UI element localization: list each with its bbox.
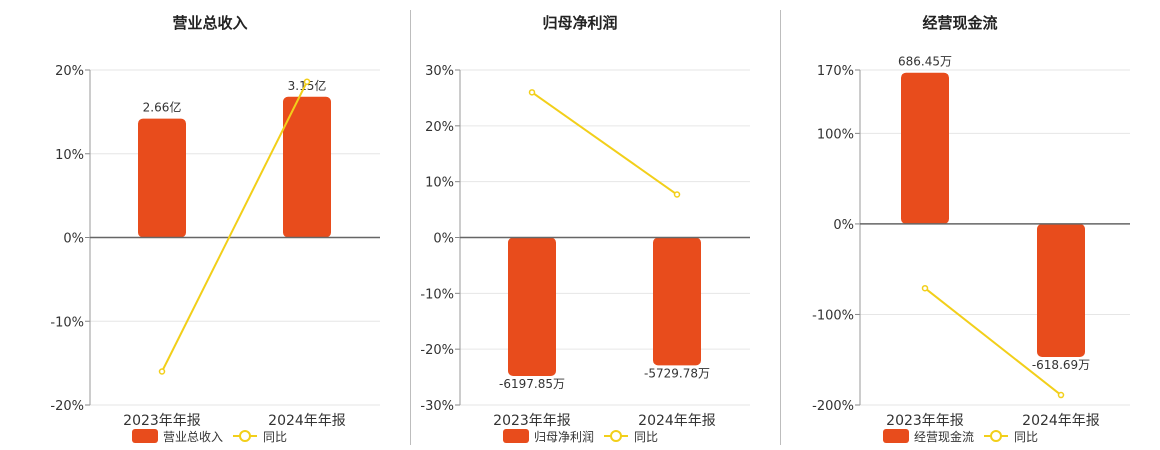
chart-1: 营业总收入 20% 10% 0% -10% -20% 2.66亿 3.15亿 2023年年报 20… — [50, 14, 380, 444]
legend-line-label: 同比 — [1014, 430, 1038, 444]
x-tick-label: 2023年年报 — [493, 413, 571, 429]
y-tick-label: 10% — [425, 176, 454, 191]
yoy-point — [303, 78, 311, 85]
y-tick-label: 20% — [425, 120, 454, 135]
bar-value-label: 3.15亿 — [288, 78, 327, 93]
y-tick-label: 0% — [433, 232, 454, 247]
legend-bar-label: 营业总收入 — [163, 430, 223, 444]
y-tick-label: -10% — [420, 287, 454, 302]
y-tick-label: 170% — [817, 64, 854, 79]
bar — [283, 96, 331, 238]
legend-line-label: 同比 — [263, 430, 287, 444]
legend-line-marker — [990, 430, 1002, 442]
y-tick-label: 0% — [63, 232, 84, 247]
x-tick-label: 2023年年报 — [123, 413, 201, 429]
legend-line-marker — [239, 430, 251, 442]
y-tick-label: -20% — [50, 399, 84, 414]
yoy-point — [921, 284, 929, 292]
y-tick-label: 0% — [833, 218, 854, 233]
bar — [653, 237, 701, 366]
panel-divider — [410, 10, 411, 445]
panel-divider — [780, 10, 781, 445]
x-tick-label: 2024年年报 — [1022, 413, 1100, 429]
yoy-line — [531, 91, 678, 196]
y-tick-label: 100% — [817, 127, 854, 142]
bar-value-label: -618.69万 — [1032, 358, 1090, 372]
bar — [901, 72, 949, 224]
chart-title: 归母净利润 — [542, 14, 617, 32]
bar-value-label: -6197.85万 — [499, 377, 565, 391]
y-tick-label: 30% — [425, 64, 454, 79]
bar — [508, 237, 556, 376]
yoy-point — [158, 368, 166, 375]
legend-line-marker — [610, 430, 622, 442]
legend-bar-label: 归母净利润 — [534, 430, 594, 444]
legend-bar-swatch — [503, 429, 529, 443]
chart-title: 经营现金流 — [922, 14, 997, 32]
chart-2: 归母净利润 30% 20% 10% 0% -10% -20% -30% -6197.85万 -57… — [420, 14, 750, 444]
bar-value-label: 2.66亿 — [143, 100, 182, 115]
yoy-line — [161, 81, 308, 372]
bar-value-label: 686.45万 — [898, 55, 952, 69]
y-tick-label: 10% — [55, 148, 84, 163]
y-tick-label: -10% — [50, 315, 84, 330]
bar — [1037, 223, 1085, 358]
legend-bar-swatch — [883, 429, 909, 443]
legend-bar-label: 经营现金流 — [914, 429, 974, 444]
legend-line-label: 同比 — [634, 430, 658, 444]
yoy-point — [673, 191, 681, 198]
yoy-point — [1057, 391, 1065, 399]
y-tick-label: -20% — [420, 343, 454, 358]
chart-3: 经营现金流 170% 100% 0% -100% -200% 686.45万 -618.69万… — [812, 14, 1130, 444]
y-tick-label: -30% — [420, 399, 454, 414]
yoy-point — [528, 89, 536, 96]
legend-bar-swatch — [132, 429, 158, 443]
bar-value-label: -5729.78万 — [644, 366, 710, 380]
x-tick-label: 2024年年报 — [268, 413, 346, 429]
y-tick-label: 20% — [55, 64, 84, 79]
x-tick-label: 2024年年报 — [638, 413, 716, 429]
y-tick-label: -100% — [812, 308, 854, 323]
bar — [138, 118, 186, 238]
x-tick-label: 2023年年报 — [886, 413, 964, 429]
chart-title: 营业总收入 — [172, 14, 247, 32]
y-tick-label: -200% — [812, 399, 854, 414]
yoy-line — [924, 287, 1062, 396]
